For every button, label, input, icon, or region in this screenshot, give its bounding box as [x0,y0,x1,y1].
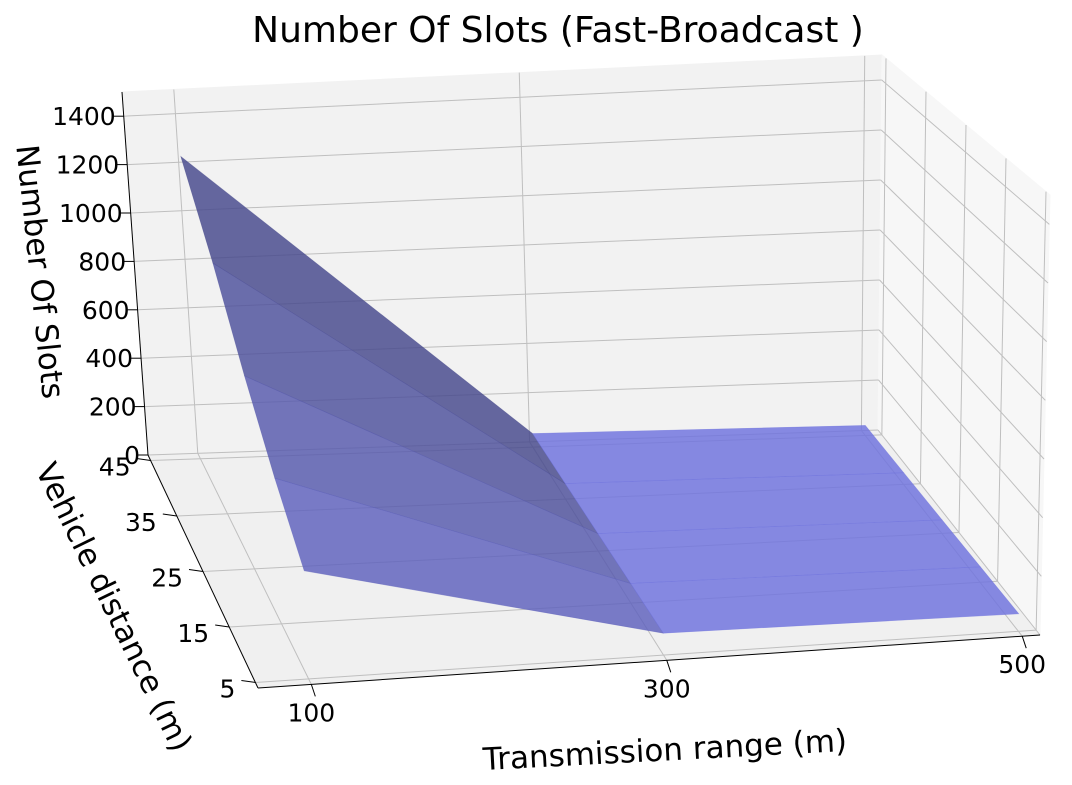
grid-line [880,129,1049,284]
grid-line [518,72,531,442]
grid-line [878,379,1042,577]
z-tick-label: 200 [89,393,137,422]
grid-line [130,179,881,214]
grid-line [123,79,882,117]
z-tick-label: 1400 [52,102,116,131]
x-tick-label: 500 [998,650,1046,679]
grid-line [877,429,1041,636]
y-tick [162,513,177,517]
grid-line [881,79,1050,225]
grid-line [919,91,927,484]
z-tick-label: 800 [78,247,126,276]
z-tick-label: 1200 [56,151,120,180]
x-axis-line [257,634,1041,689]
grid-line [879,279,1045,460]
chart-title: Number Of Slots (Fast-Broadcast ) [252,10,864,51]
grid-line [1035,191,1047,631]
y-tick [241,679,256,683]
y-tick-label: 45 [99,453,131,482]
x-tick [1021,636,1027,649]
grid-line [958,124,967,533]
y-tick-label: 25 [151,564,183,593]
grid-line [881,58,887,435]
z-tick-label: 400 [85,344,133,373]
grid-line [255,629,1037,683]
grid-line [879,229,1046,401]
grid-line [878,329,1044,518]
x-tick-label: 100 [287,698,335,727]
z-tick-label: 1000 [59,199,123,228]
grid-line [997,158,1007,582]
z-axis-line [121,91,149,456]
y-tick [136,458,151,462]
y-tick-label: 15 [177,619,209,648]
y-tick-label: 35 [125,508,157,537]
z-tick-label: 600 [82,296,130,325]
z-axis-label: Number Of Slots [8,143,70,400]
grid-line [173,89,199,454]
x-axis-label: Transmission range (m) [481,723,848,778]
z-tick-label: 0 [124,441,140,470]
y-tick [188,569,204,572]
x-tick-label: 300 [643,674,691,703]
x-tick [666,660,672,673]
grid-line [860,55,866,431]
y-tick-label: 5 [219,674,235,703]
x-tick [310,684,316,697]
surface-face [630,566,1020,634]
grid-line [880,179,1048,343]
y-tick [215,624,230,628]
grid-line [127,129,882,166]
